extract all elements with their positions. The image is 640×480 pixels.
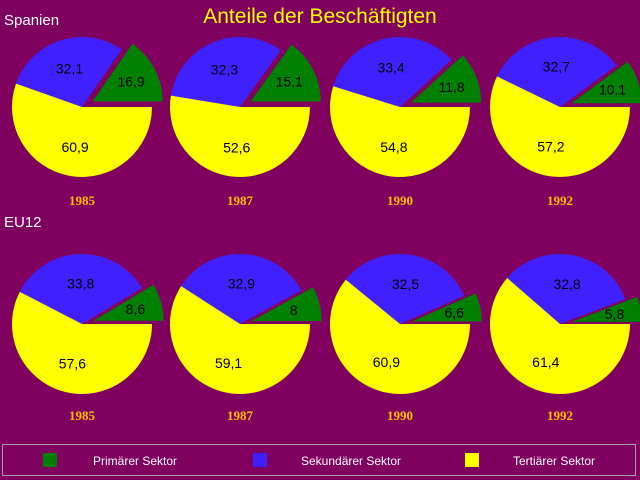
value-label-tertiary: 60,9 [61, 139, 88, 155]
year-label: 1987 [227, 408, 254, 423]
slice-tertiary [329, 279, 470, 394]
slice-secondary [333, 37, 452, 107]
value-label-secondary: 32,9 [228, 275, 255, 291]
legend-label-secondary: Sekundärer Sektor [301, 454, 402, 468]
slice-tertiary [11, 291, 152, 394]
pie-eu12-1990: 6,6 32,5 60,9 1990 [329, 253, 482, 423]
pie-eu12-1992: 5,8 32,8 61,4 1992 [489, 254, 640, 423]
value-label-tertiary: 61,4 [532, 354, 559, 370]
pie-charts-area: 16,9 32,1 60,9 1985 15,1 32,3 52,6 1987 11,8 33,4… [11, 36, 640, 423]
slice-tertiary [330, 86, 470, 178]
legend-swatch-tertiary [465, 453, 479, 467]
legend-swatch-primary [43, 453, 57, 467]
year-label: 1992 [547, 193, 573, 208]
slice-primary [92, 43, 163, 102]
value-label-primary: 6,6 [444, 305, 464, 321]
value-label-secondary: 33,4 [377, 59, 404, 75]
legend-label-tertiary: Tertiärer Sektor [513, 454, 596, 468]
value-label-secondary: 32,7 [543, 59, 570, 75]
pie-eu12-1985: 8,6 33,8 57,6 1985 [11, 253, 164, 423]
slice-secondary [170, 36, 281, 107]
slice-secondary [497, 36, 617, 107]
year-label: 1985 [69, 408, 96, 423]
value-label-primary: 5,8 [605, 306, 625, 322]
value-label-tertiary: 59,1 [215, 355, 242, 371]
pie-spanien-1987: 15,1 32,3 52,6 1987 [169, 36, 321, 208]
pie-eu12-1987: 8 32,9 59,1 1987 [170, 253, 322, 423]
slice-tertiary [12, 83, 153, 177]
year-label: 1990 [387, 408, 413, 423]
pie-spanien-1985: 16,9 32,1 60,9 1985 [12, 36, 163, 208]
legend-swatch-secondary [253, 453, 267, 467]
value-label-primary: 11,8 [438, 79, 464, 95]
chart-title: Anteile der Beschäftigten [203, 5, 437, 28]
value-label-secondary: 32,3 [211, 62, 238, 78]
slice-secondary [16, 36, 122, 108]
value-label-secondary: 32,1 [56, 60, 83, 76]
slice-tertiary [489, 76, 630, 177]
slice-primary [411, 293, 482, 322]
year-label: 1990 [387, 193, 413, 208]
legend-label-primary: Primärer Sektor [93, 454, 178, 468]
pie-spanien-1990: 11,8 33,4 54,8 1990 [330, 37, 482, 208]
region-label-spanien: Spanien [4, 12, 60, 29]
year-label: 1992 [547, 408, 573, 423]
value-label-primary: 8 [290, 302, 298, 318]
slice-tertiary [489, 278, 630, 394]
year-label: 1987 [227, 193, 254, 208]
slice-primary [571, 61, 640, 104]
value-label-tertiary: 60,9 [373, 354, 400, 370]
legend: Primärer Sektor Sekundärer Sektor Tertiä… [2, 444, 636, 476]
value-label-secondary: 33,8 [67, 275, 94, 291]
slice-primary [251, 287, 322, 322]
value-label-secondary: 32,8 [553, 276, 580, 292]
slice-tertiary [170, 286, 310, 394]
slice-secondary [19, 253, 143, 324]
value-label-primary: 8,6 [126, 301, 146, 317]
value-label-primary: 10,1 [599, 82, 626, 98]
slice-primary [93, 284, 164, 321]
value-label-secondary: 32,5 [392, 276, 419, 292]
slice-secondary [507, 254, 626, 324]
value-label-tertiary: 54,8 [380, 139, 407, 155]
value-label-tertiary: 57,6 [59, 355, 86, 371]
region-label-eu12: EU12 [4, 214, 42, 231]
pie-spanien-1992: 10,1 32,7 57,2 1992 [489, 36, 640, 208]
slice-tertiary [169, 95, 310, 177]
value-label-primary: 15,1 [276, 74, 303, 90]
value-label-primary: 16,9 [117, 73, 144, 89]
slice-primary [250, 44, 321, 102]
slice-primary [571, 296, 640, 322]
slice-secondary [181, 253, 302, 324]
slice-primary [411, 55, 482, 103]
value-label-tertiary: 57,2 [537, 139, 564, 155]
year-label: 1985 [69, 193, 96, 208]
value-label-tertiary: 52,6 [223, 140, 250, 156]
slice-secondary [345, 253, 465, 324]
